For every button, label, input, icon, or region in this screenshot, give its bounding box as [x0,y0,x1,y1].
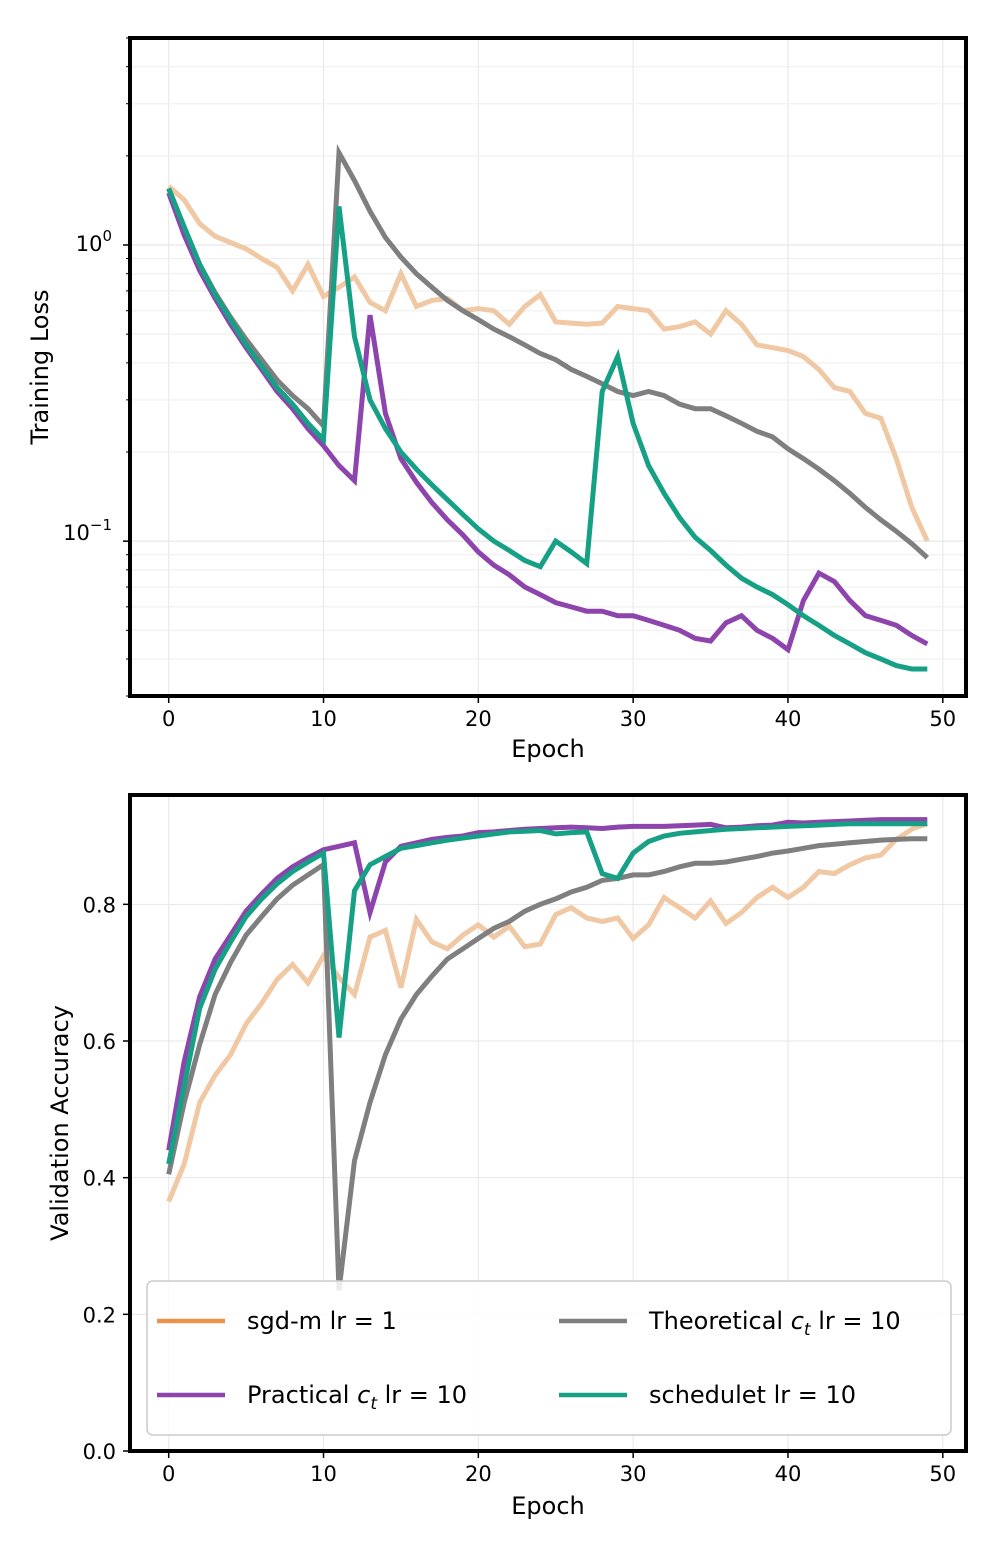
validation-accuracy-xtick-label-10: 10 [310,1462,337,1486]
training-loss-ylabel: Training Loss [26,290,54,446]
legend-label-practical: Practical ct lr = 10 [247,1381,467,1414]
validation-accuracy-xtick-label-30: 30 [620,1462,647,1486]
validation-accuracy-ytick-label-0.8: 0.8 [83,893,116,917]
training-loss-series [166,143,930,672]
validation-accuracy-series-practical-c-t-lr-10 [166,817,928,1151]
training-loss-xtick-label-50: 50 [929,707,956,731]
legend-label-sgd-m: sgd-m lr = 1 [247,1307,397,1335]
training-loss-xtick-label-20: 20 [465,707,492,731]
validation-accuracy-ytick-label-0: 0.0 [83,1440,116,1464]
training-loss-series-sgd-m-lr-1 [167,184,930,543]
validation-accuracy-xtick-label-0: 0 [162,1462,175,1486]
training-loss-xtick-label-30: 30 [620,707,647,731]
validation-accuracy-xtick-label-50: 50 [929,1462,956,1486]
training-loss-xlabel: Epoch [511,735,585,763]
validation-accuracy-xlabel: Epoch [511,1492,585,1520]
validation-accuracy-ytick-label-0.6: 0.6 [83,1030,116,1054]
validation-accuracy-xtick-label-20: 20 [465,1462,492,1486]
training-loss-series-schedulet-lr-10 [166,187,928,672]
validation-accuracy-ytick-label-0.2: 0.2 [83,1303,116,1327]
validation-accuracy-ylabel: Validation Accuracy [46,1005,74,1241]
ytick-label-10-0: 100 [76,227,112,256]
validation-accuracy-xtick-label-40: 40 [775,1462,802,1486]
legend: sgd-m lr = 1 Theoretical ct lr = 10 Prac… [146,1280,952,1436]
ytick-label-10-minus-1: 10−1 [63,516,112,545]
training-loss-series-practical-c-t-lr-10 [166,192,929,654]
validation-accuracy-series-theoretical-c-t-lr-10 [166,836,928,1291]
validation-accuracy-ticks: 0 10 20 30 40 50 0.0 0.2 0.4 0.6 0.8 [83,893,957,1486]
validation-accuracy-series-schedulet-lr-10 [166,821,928,1165]
legend-label-schedulet: schedulet lr = 10 [649,1381,856,1409]
validation-accuracy-ytick-label-0.4: 0.4 [83,1167,116,1191]
validation-accuracy-panel: sgd-m lr = 1 Theoretical ct lr = 10 Prac… [46,793,968,1520]
training-loss-panel: 0 10 20 30 40 50 100 10−1 Epoch Training Loss [26,36,968,763]
training-loss-xtick-label-40: 40 [775,707,802,731]
legend-box [146,1280,952,1436]
training-loss-series-theoretical-c-t-lr-10 [166,143,929,560]
training-loss-ticks: 0 10 20 30 40 50 [123,37,956,731]
training-loss-xtick-label-10: 10 [310,707,337,731]
validation-accuracy-axes-frame [128,793,968,1453]
training-loss-xtick-label-0: 0 [162,707,175,731]
legend-label-theoretical: Theoretical ct lr = 10 [648,1307,901,1340]
training-loss-axes-frame [128,36,968,698]
validation-accuracy-series-sgd-m-lr-1 [166,821,929,1203]
validation-accuracy-series [166,817,929,1291]
training-loss-ytick-labels: 100 10−1 [63,227,112,545]
